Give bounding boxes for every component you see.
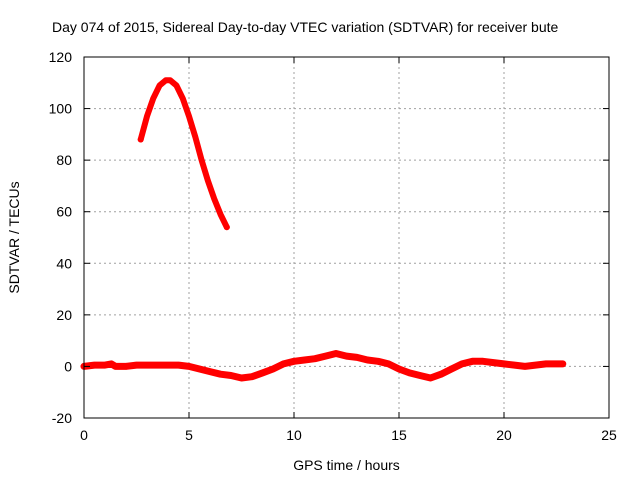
- x-tick-label: 10: [286, 427, 302, 443]
- series-end-point: [559, 360, 566, 367]
- plot-frame: [83, 56, 610, 419]
- series-start-point: [137, 136, 144, 143]
- y-axis-title: SDTVAR / TECUs: [6, 181, 22, 293]
- x-tick-label: 25: [601, 427, 617, 443]
- series-line-satellite-arc: [137, 77, 230, 231]
- x-axis-title: GPS time / hours: [293, 457, 400, 473]
- x-tick-label: 20: [496, 427, 512, 443]
- series-end-point: [223, 224, 230, 231]
- x-tick-label: 5: [185, 427, 193, 443]
- series-line-main-trace: [80, 350, 567, 382]
- y-tick-label: 20: [56, 307, 72, 323]
- series-layer: [80, 77, 567, 382]
- chart-title: Day 074 of 2015, Sidereal Day-to-day VTE…: [52, 19, 559, 35]
- y-tick-label: 40: [56, 255, 72, 271]
- y-tick-label: -20: [52, 410, 72, 426]
- y-tick-label: 120: [49, 49, 73, 65]
- x-tick-label: 0: [80, 427, 88, 443]
- ticks: 0 5 10 15 20 25 -20 0 20 40 60 80 100 120: [49, 49, 617, 443]
- y-tick-label: 80: [56, 152, 72, 168]
- y-tick-label: 60: [56, 204, 72, 220]
- y-tick-label: 0: [64, 358, 72, 374]
- x-tick-label: 15: [391, 427, 407, 443]
- y-tick-label: 100: [49, 101, 73, 117]
